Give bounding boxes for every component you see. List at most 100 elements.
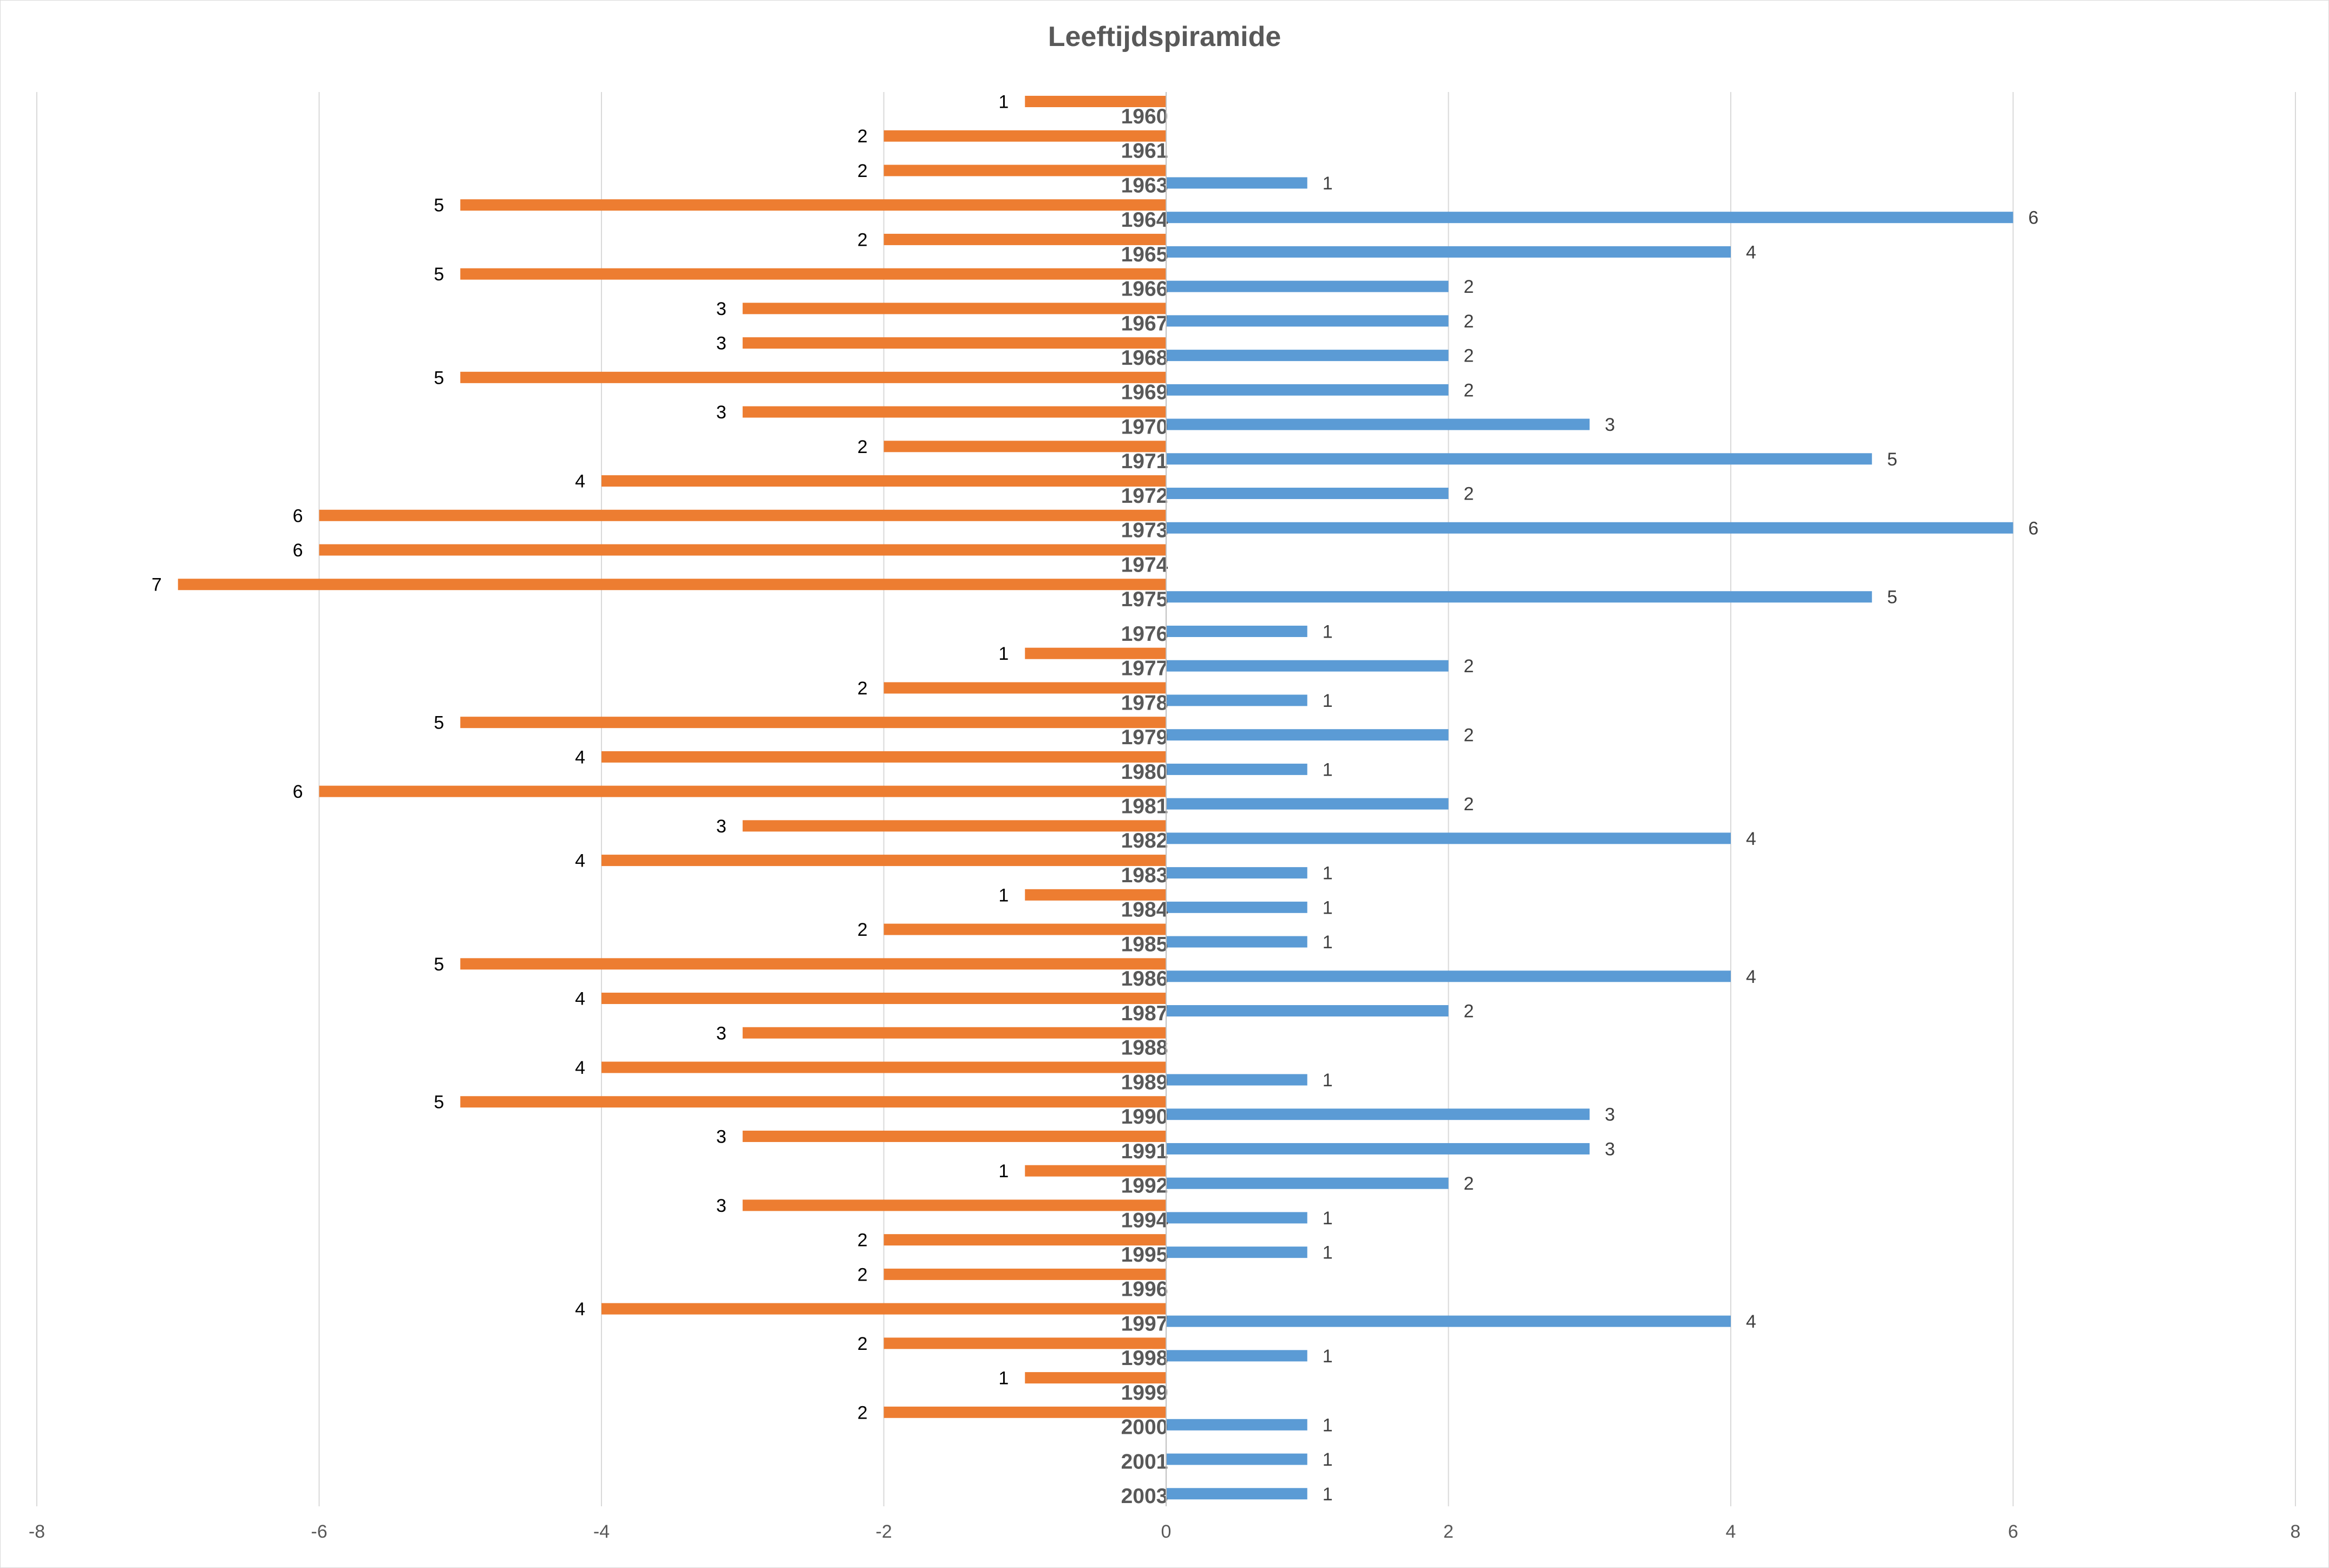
data-label: 5 <box>434 713 444 733</box>
category-label: 1991 <box>1121 1140 1168 1163</box>
category-label: 1992 <box>1121 1175 1168 1198</box>
bar-positive <box>1166 280 1449 292</box>
bar-negative <box>601 475 1166 487</box>
bar-positive <box>1166 1419 1307 1431</box>
bar-negative <box>1025 1165 1166 1177</box>
bar-negative <box>601 993 1166 1005</box>
x-tick-label: -4 <box>593 1521 610 1542</box>
category-label: 1960 <box>1121 105 1168 128</box>
bar-negative <box>742 303 1166 314</box>
data-label: 2 <box>1464 484 1474 504</box>
data-label: 5 <box>434 954 444 975</box>
category-label: 1986 <box>1121 967 1168 990</box>
data-label: 3 <box>716 333 727 354</box>
data-label: 1 <box>1323 1449 1333 1470</box>
bar-negative <box>742 820 1166 832</box>
bar-negative <box>460 717 1166 729</box>
data-label: 2 <box>858 126 868 147</box>
bar-positive <box>1166 1246 1307 1258</box>
data-label: 2 <box>858 1264 868 1285</box>
data-label: 6 <box>293 540 303 561</box>
bar-negative <box>884 165 1166 176</box>
chart-title: Leeftijdspiramide <box>1048 21 1281 53</box>
bar-positive <box>1166 1005 1449 1017</box>
x-tick-label: 2 <box>1443 1521 1454 1542</box>
data-label: 2 <box>1464 380 1474 401</box>
bar-positive <box>1166 212 2013 224</box>
data-label: 1 <box>1323 897 1333 918</box>
data-label: 5 <box>434 264 444 285</box>
data-label: 1 <box>1323 863 1333 884</box>
bar-positive <box>1166 246 1731 258</box>
x-tick-label: -6 <box>311 1521 327 1542</box>
category-label: 1999 <box>1121 1381 1168 1405</box>
category-label: 1997 <box>1121 1312 1168 1335</box>
bar-positive <box>1166 1212 1307 1224</box>
data-label: 2 <box>858 1230 868 1251</box>
bar-positive <box>1166 384 1449 396</box>
data-label: 2 <box>858 161 868 181</box>
bar-negative <box>460 268 1166 280</box>
category-label: 1965 <box>1121 243 1168 266</box>
data-label: 4 <box>1746 967 1756 987</box>
data-label: 1 <box>998 644 1009 664</box>
x-tick-label: 4 <box>1726 1521 1736 1542</box>
data-label: 4 <box>1746 1311 1756 1332</box>
data-label: 3 <box>716 816 727 837</box>
data-label: 4 <box>1746 242 1756 263</box>
data-label: 2 <box>1464 346 1474 366</box>
data-label: 1 <box>998 92 1009 113</box>
bar-negative <box>601 855 1166 867</box>
category-label: 2000 <box>1121 1416 1168 1439</box>
data-label: 1 <box>1323 759 1333 780</box>
bar-negative <box>884 1337 1166 1349</box>
bar-negative <box>319 509 1166 521</box>
data-label: 2 <box>1464 725 1474 746</box>
data-label: 4 <box>575 471 585 492</box>
bar-positive <box>1166 936 1307 948</box>
data-label: 4 <box>575 1058 585 1078</box>
category-label: 1985 <box>1121 933 1168 956</box>
bar-positive <box>1166 832 1731 844</box>
bar-negative <box>601 1061 1166 1073</box>
category-label: 1998 <box>1121 1347 1168 1370</box>
bar-negative <box>742 1130 1166 1142</box>
data-label: 5 <box>434 195 444 216</box>
bar-negative <box>742 337 1166 349</box>
category-label: 2001 <box>1121 1450 1168 1473</box>
data-label: 1 <box>1323 932 1333 953</box>
category-label: 1988 <box>1121 1036 1168 1060</box>
bar-positive <box>1166 1143 1590 1154</box>
x-tick-label: -2 <box>875 1521 892 1542</box>
data-label: 5 <box>434 1092 444 1113</box>
x-tick-label: 8 <box>2291 1521 2301 1542</box>
data-label: 2 <box>858 437 868 457</box>
data-label: 2 <box>858 920 868 940</box>
bar-positive <box>1166 1350 1307 1362</box>
bar-positive <box>1166 970 1731 982</box>
category-label: 1971 <box>1121 450 1168 473</box>
bar-positive <box>1166 798 1449 810</box>
data-label: 2 <box>858 229 868 250</box>
data-label: 1 <box>1323 1243 1333 1263</box>
bar-negative <box>884 233 1166 245</box>
bar-positive <box>1166 418 1590 430</box>
data-label: 3 <box>716 1023 727 1044</box>
category-label: 1967 <box>1121 312 1168 335</box>
bar-negative <box>884 130 1166 142</box>
category-label: 1983 <box>1121 864 1168 887</box>
data-label: 2 <box>1464 794 1474 815</box>
category-label: 1972 <box>1121 484 1168 508</box>
bar-negative <box>742 1199 1166 1211</box>
bar-negative <box>742 406 1166 418</box>
bar-negative <box>319 544 1166 556</box>
data-label: 2 <box>858 1402 868 1423</box>
data-label: 4 <box>575 851 585 871</box>
data-label: 2 <box>1464 656 1474 677</box>
bar-negative <box>1025 647 1166 659</box>
bar-positive <box>1166 625 1307 637</box>
data-label: 5 <box>1887 449 1898 470</box>
category-label: 1984 <box>1121 898 1168 922</box>
data-label: 2 <box>1464 1001 1474 1022</box>
category-label: 1981 <box>1121 795 1168 818</box>
